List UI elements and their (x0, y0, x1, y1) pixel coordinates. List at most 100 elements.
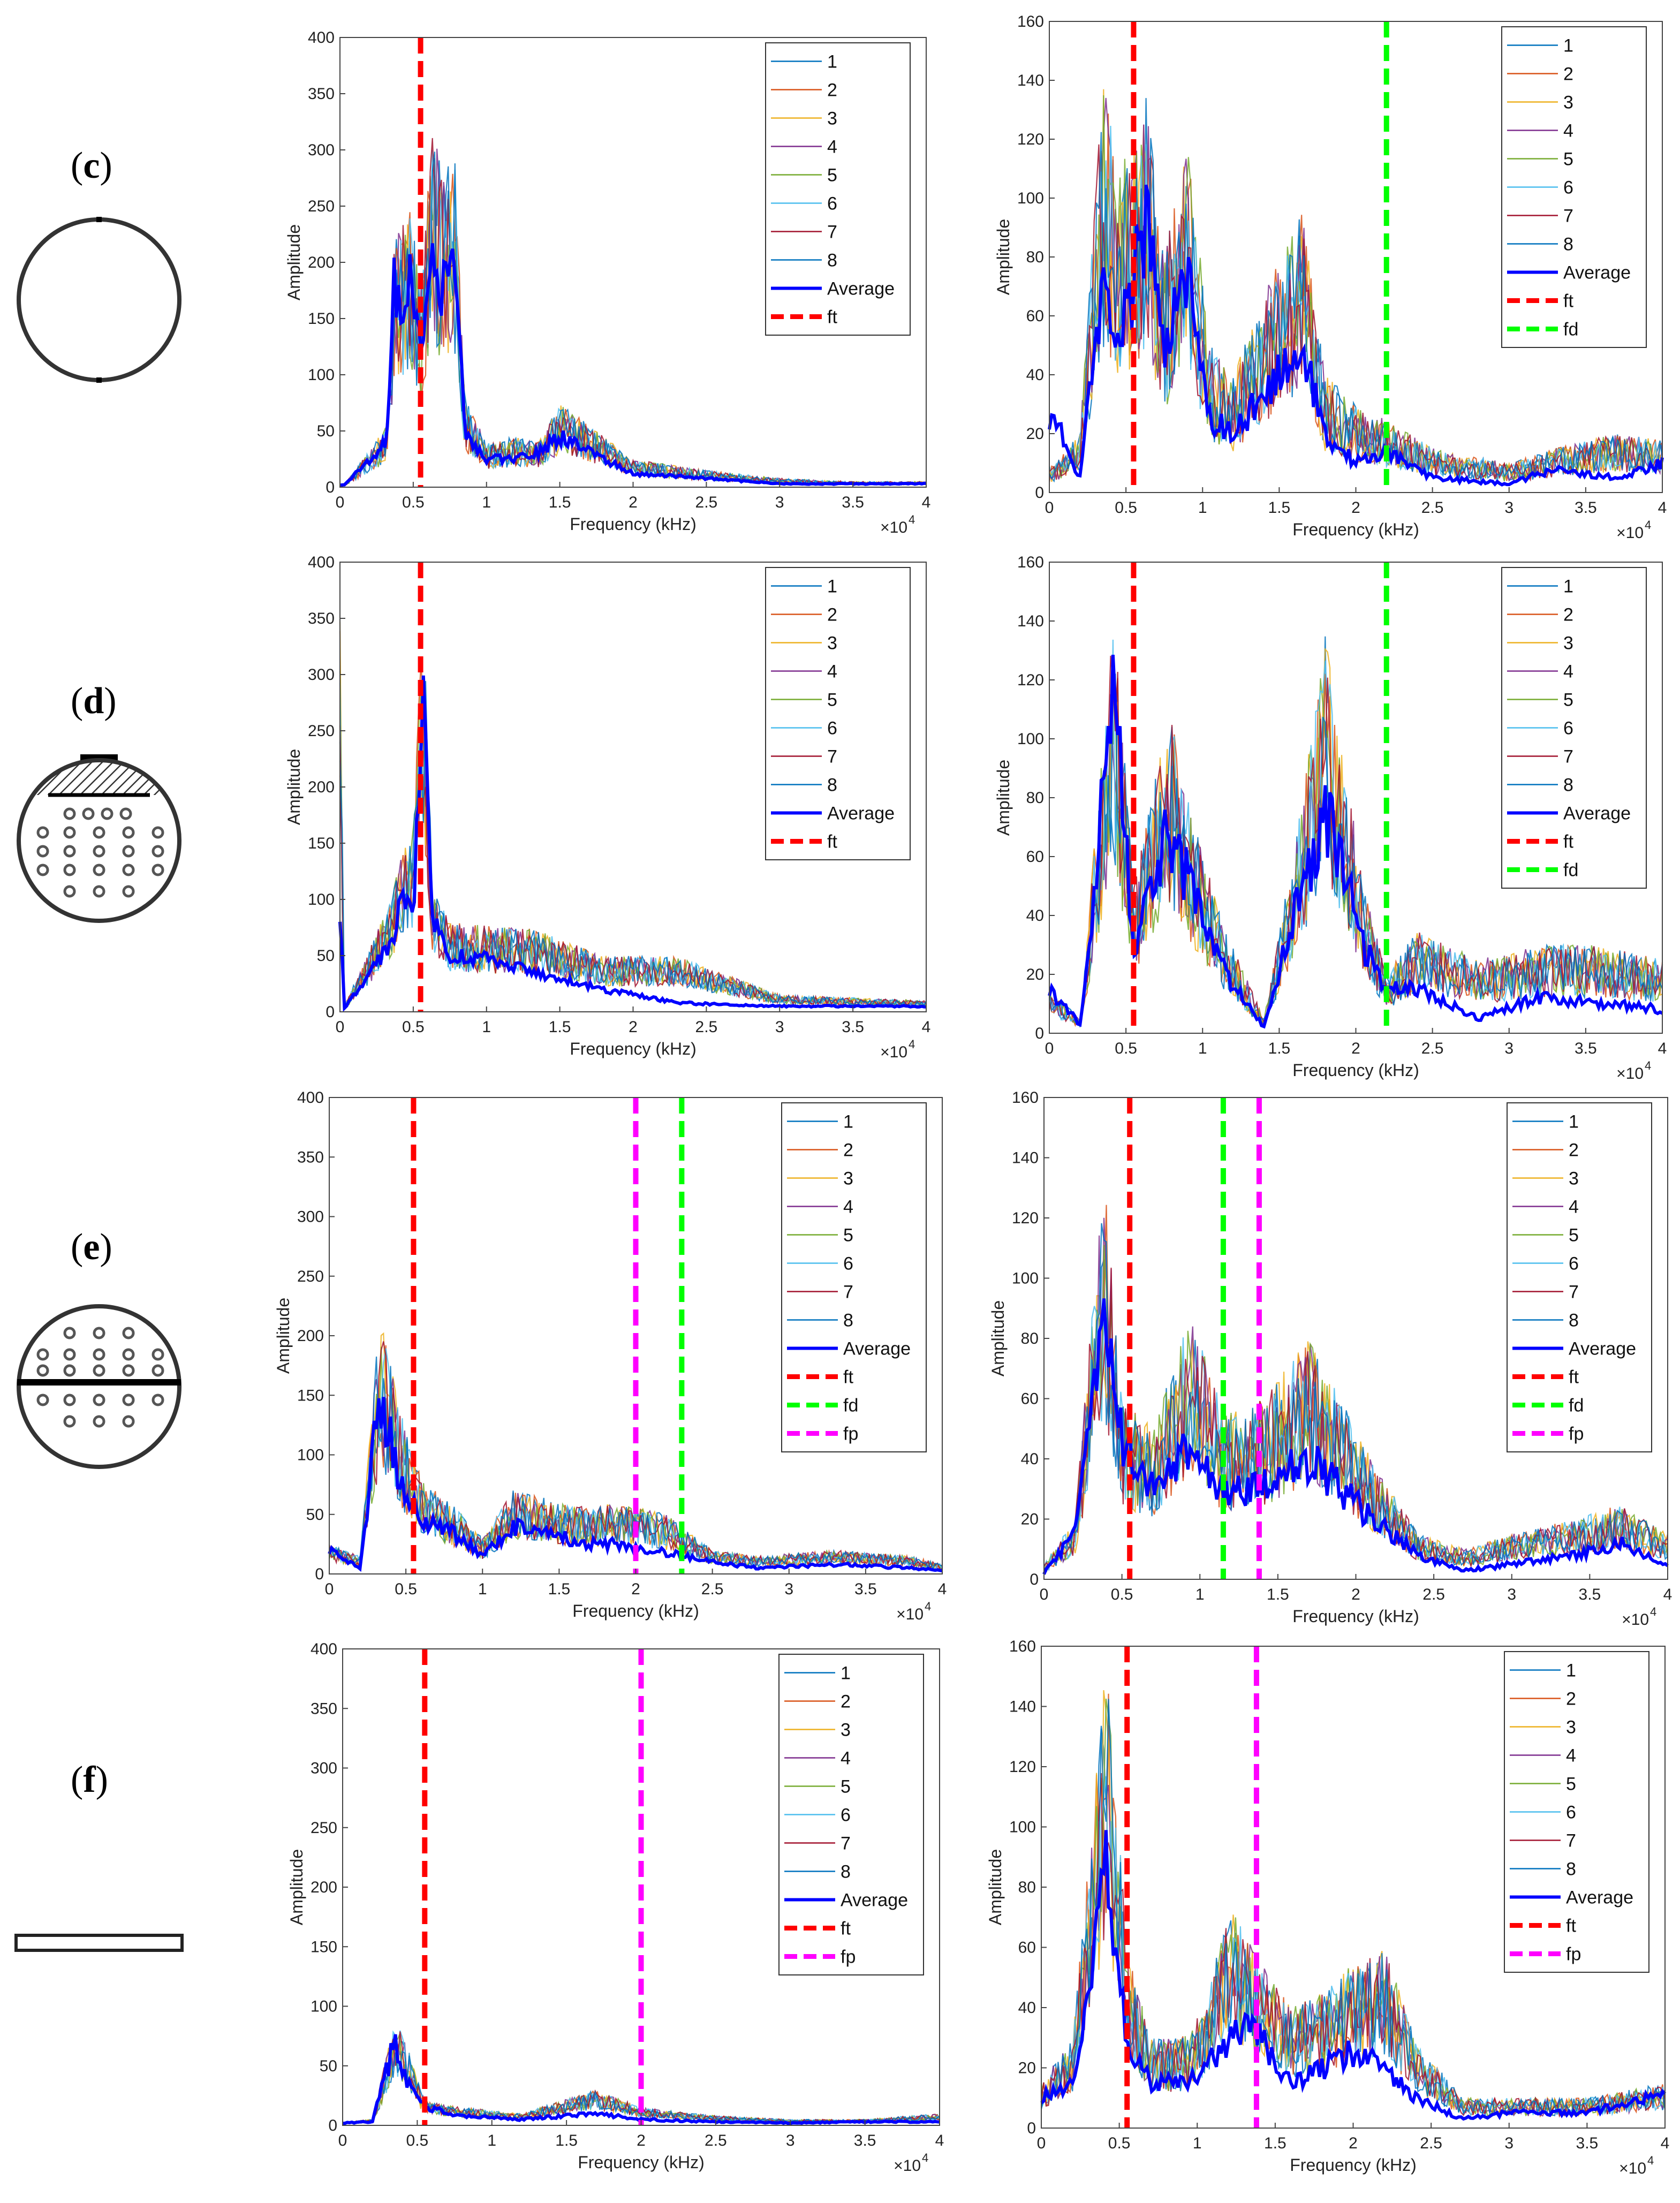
legend-label: 8 (1563, 775, 1573, 796)
y-tick-label: 80 (1026, 789, 1044, 807)
legend-label: 4 (1563, 121, 1573, 141)
x-tick-label: 1.5 (549, 1018, 571, 1036)
y-tick-label: 160 (1009, 1638, 1036, 1655)
x-axis-label: Frequency (kHz) (570, 1039, 697, 1058)
y-tick-label: 60 (1021, 1390, 1039, 1408)
series-8-line (339, 681, 927, 1008)
x-tick-label: 1.5 (1268, 499, 1291, 517)
legend-label: 5 (1563, 690, 1573, 710)
row-label-c: (c) (71, 145, 112, 186)
x-tick-label: 2 (637, 2132, 646, 2149)
legend-label: 1 (1563, 577, 1573, 597)
x-tick-label: 3.5 (854, 1580, 877, 1598)
y-axis-label: Amplitude (988, 1300, 1008, 1376)
legend-label: 7 (841, 1834, 851, 1854)
legend-label: 3 (1563, 93, 1573, 113)
y-tick-label: 40 (1026, 907, 1044, 925)
legend-label: 2 (1563, 605, 1573, 625)
x-tick-label: 3.5 (842, 1018, 864, 1036)
y-tick-label: 140 (1017, 612, 1044, 630)
x-axis-label: Frequency (kHz) (1292, 1607, 1419, 1626)
x-multiplier-exponent: 4 (925, 1600, 931, 1613)
x-tick-label: 4 (1663, 1586, 1673, 1603)
y-tick-label: 350 (308, 610, 335, 627)
y-tick-label: 0 (326, 479, 335, 496)
legend-label: 3 (841, 1720, 851, 1740)
x-tick-label: 0.5 (1115, 1040, 1137, 1057)
schematic-bar (14, 1934, 184, 1952)
x-tick-label: 4 (1661, 2134, 1670, 2152)
y-tick-label: 160 (1017, 13, 1044, 31)
legend-label: fd (1563, 860, 1578, 881)
x-multiplier: ×10 (1622, 1611, 1649, 1629)
legend-label: 4 (841, 1748, 851, 1769)
x-tick-label: 4 (935, 2132, 944, 2149)
average-line (1048, 184, 1664, 487)
legend-label: 6 (1563, 178, 1573, 198)
x-tick-label: 3 (775, 1018, 784, 1036)
legend-label: ft (1563, 832, 1573, 852)
y-tick-label: 50 (317, 947, 335, 965)
y-tick-label: 200 (311, 1879, 337, 1896)
y-tick-label: 20 (1026, 966, 1044, 983)
x-tick-label: 3.5 (1576, 2134, 1599, 2152)
y-tick-label: 140 (1009, 1698, 1036, 1716)
legend-label: 4 (827, 137, 837, 157)
x-multiplier-exponent: 4 (1645, 1059, 1651, 1072)
y-axis-label: Amplitude (986, 1849, 1005, 1925)
schematic-circle-holes-crack (17, 1304, 181, 1469)
x-tick-label: 0.5 (1111, 1586, 1133, 1603)
x-tick-label: 0 (325, 1580, 334, 1598)
y-tick-label: 300 (308, 141, 335, 159)
legend-label: 3 (843, 1169, 853, 1189)
legend-label: ft (1563, 291, 1573, 312)
legend-label: 8 (827, 775, 837, 796)
y-tick-label: 250 (308, 722, 335, 740)
legend-label: 5 (841, 1777, 851, 1797)
x-tick-label: 0.5 (402, 494, 425, 511)
y-tick-label: 0 (315, 1565, 324, 1583)
x-multiplier: ×10 (1616, 1065, 1644, 1082)
x-tick-label: 1 (482, 1018, 491, 1036)
legend-label: 6 (1566, 1803, 1576, 1823)
x-tick-label: 4 (938, 1580, 947, 1598)
average-line (1040, 1830, 1667, 2121)
x-tick-label: 1.5 (1268, 1040, 1291, 1057)
legend-label: 8 (1563, 234, 1573, 255)
legend-label: ft (1569, 1367, 1579, 1388)
x-tick-label: 3 (1504, 1040, 1513, 1057)
legend-label: ft (843, 1367, 853, 1388)
x-tick-label: 1.5 (549, 494, 571, 511)
y-tick-label: 0 (1035, 484, 1044, 502)
x-multiplier: ×10 (880, 519, 907, 536)
legend-label: 6 (1569, 1254, 1579, 1274)
y-tick-label: 120 (1017, 131, 1044, 148)
series-8-line (1040, 1699, 1666, 2116)
y-tick-label: 350 (297, 1148, 324, 1166)
x-tick-label: 2 (629, 1018, 638, 1036)
x-tick-label: 0 (336, 1018, 345, 1036)
legend-label: fd (1569, 1396, 1584, 1416)
x-tick-label: 2 (631, 1580, 640, 1598)
average-line (328, 1397, 943, 1573)
series-7-line (1049, 144, 1663, 482)
x-axis-label: Frequency (kHz) (572, 1601, 699, 1621)
legend-label: fp (843, 1424, 858, 1444)
legend-label: 5 (1563, 149, 1573, 170)
legend-label: 7 (1569, 1282, 1579, 1303)
x-axis-label: Frequency (kHz) (1292, 520, 1419, 539)
x-tick-label: 0.5 (1115, 499, 1137, 517)
x-tick-label: 2.5 (1422, 1586, 1445, 1603)
x-tick-label: 0 (1045, 1040, 1054, 1057)
y-tick-label: 60 (1026, 307, 1044, 325)
x-tick-label: 2 (1351, 1586, 1360, 1603)
y-tick-label: 120 (1017, 671, 1044, 689)
x-axis-label: Frequency (kHz) (1290, 2155, 1417, 2175)
x-tick-label: 0 (1040, 1586, 1049, 1603)
legend-label: fd (843, 1396, 858, 1416)
y-tick-label: 350 (308, 85, 335, 103)
legend-label: 7 (843, 1282, 853, 1303)
legend-box (765, 567, 911, 860)
legend-label: Average (827, 279, 895, 299)
y-tick-label: 0 (1035, 1025, 1044, 1042)
